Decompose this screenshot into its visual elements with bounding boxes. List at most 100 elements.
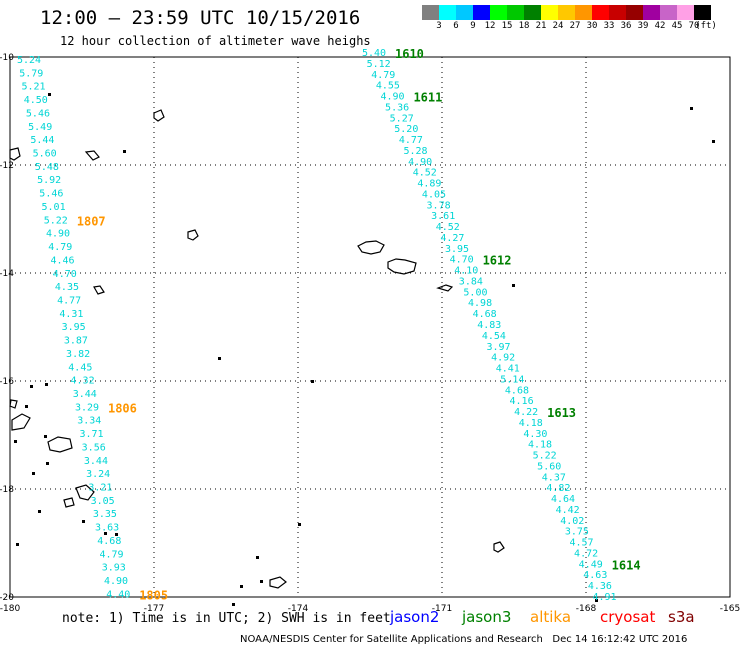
altimeter-tracks: 5.24 5.79 5.21 4.50 5.46 5.49 5.44 5.60 5.48 5.92… <box>17 47 641 603</box>
wave-height-value: 4.18 <box>519 418 543 429</box>
wave-height-value: 5.46 <box>39 189 63 200</box>
island-samoa-savaii <box>387 258 417 275</box>
island-dot <box>311 380 314 383</box>
legend-label: 21 <box>535 21 547 31</box>
legend-label: 12 <box>484 21 496 31</box>
wave-height-value: 4.64 <box>551 494 575 505</box>
satellite-legend-cryosat: cryosat <box>600 608 656 626</box>
legend-swatch <box>456 5 473 20</box>
island-tutuila <box>436 284 454 292</box>
wave-height-value: 4.02 <box>560 516 584 527</box>
wave-height-value: 4.57 <box>569 538 593 549</box>
wave-height-value: 5.40 <box>362 48 386 59</box>
wave-height-value: 4.46 <box>50 255 74 266</box>
wave-height-value: 4.35 <box>55 282 79 293</box>
satellite-legend-s3a: s3a <box>668 608 695 626</box>
wave-height-value: 4.91 <box>593 592 617 603</box>
wave-height-value: 5.27 <box>390 113 414 124</box>
legend-swatch <box>524 5 541 20</box>
island-wallis <box>187 229 199 241</box>
pass-time-label: 1614 <box>612 558 641 572</box>
wave-height-value: 4.50 <box>24 95 48 106</box>
wave-height-value: 5.00 <box>463 287 487 298</box>
island-dot <box>46 462 49 465</box>
legend-label: 33 <box>603 21 615 31</box>
wave-height-value: 4.89 <box>417 179 441 190</box>
island-dot <box>30 385 33 388</box>
wave-height-value: 4.70 <box>53 269 77 280</box>
legend-label: 15 <box>501 21 513 31</box>
wave-height-value: 4.82 <box>546 483 570 494</box>
longitude-tick-label: -177 <box>144 604 164 614</box>
island-dot <box>48 93 51 96</box>
wave-height-value: 4.90 <box>380 92 404 103</box>
wave-height-value: 3.05 <box>91 496 115 507</box>
wave-height-value: 4.77 <box>399 135 423 146</box>
wave-height-value: 3.34 <box>77 416 101 427</box>
legend-swatch <box>541 5 558 20</box>
legend-label: 39 <box>637 21 649 31</box>
island-dot <box>256 556 259 559</box>
wave-height-value: 5.21 <box>21 82 45 93</box>
wave-height-value: 4.40 <box>106 589 130 600</box>
wave-height-value: 4.22 <box>514 407 538 418</box>
longitude-tick-label: -171 <box>432 604 452 614</box>
island-f9 <box>9 399 18 409</box>
wave-height-value: 4.70 <box>450 255 474 266</box>
wave-height-value: 4.36 <box>588 581 612 592</box>
legend-label: 30 <box>586 21 598 31</box>
pass-time-label: 1610 <box>395 47 424 61</box>
island-dot <box>595 599 598 602</box>
wave-height-value: 4.68 <box>97 536 121 547</box>
island-dot <box>16 543 19 546</box>
wave-height-value: 5.36 <box>385 102 409 113</box>
satellite-legend-altika: altika <box>530 608 572 626</box>
pass-time-label: 1805 <box>139 588 168 602</box>
latitude-tick-label: -10 <box>0 53 14 63</box>
legend-swatch <box>660 5 677 20</box>
legend-label: 3 <box>436 21 442 31</box>
island-dot <box>298 523 301 526</box>
wave-height-value: 4.18 <box>528 440 552 451</box>
legend-label: 45 <box>671 21 683 31</box>
latitude-tick-label: -12 <box>0 161 14 171</box>
wave-height-value: 3.35 <box>93 509 117 520</box>
island-dot <box>123 150 126 153</box>
wave-height-value: 4.16 <box>510 396 534 407</box>
island-f4 <box>75 484 95 501</box>
latitude-tick-label: -18 <box>0 485 14 495</box>
legend-swatch <box>507 5 524 20</box>
island-f5 <box>63 497 75 508</box>
wave-height-value: 5.44 <box>30 135 54 146</box>
legend-label: 6 <box>453 21 459 31</box>
wave-height-value: 4.79 <box>100 549 124 560</box>
wave-height-value: 5.60 <box>537 461 561 472</box>
island-dot <box>32 472 35 475</box>
wave-height-value: 3.93 <box>102 563 126 574</box>
wave-height-value: 5.49 <box>28 122 52 133</box>
island-outlines <box>9 109 505 589</box>
legend-swatch <box>694 5 711 20</box>
longitude-tick-label: -165 <box>720 604 740 614</box>
wave-height-value: 3.95 <box>445 244 469 255</box>
wave-height-value: 4.90 <box>104 576 128 587</box>
island-dot <box>14 440 17 443</box>
credit-org: NOAA/NESDIS Center for Satellite Applica… <box>240 634 543 645</box>
wave-height-value: 4.05 <box>422 189 446 200</box>
track-altika: 5.24 5.79 5.21 4.50 5.46 5.49 5.44 5.60 5.48 5.92… <box>17 55 168 602</box>
island-dot <box>218 357 221 360</box>
wave-height-value: 5.22 <box>533 451 557 462</box>
wave-height-value: 4.92 <box>491 353 515 364</box>
longitude-tick-label: -174 <box>288 604 309 614</box>
legend-swatch <box>490 5 507 20</box>
legend-swatch <box>575 5 592 20</box>
latitude-tick-label: -16 <box>0 377 14 387</box>
wave-height-value: 3.44 <box>73 389 97 400</box>
wave-height-value: 3.97 <box>486 342 510 353</box>
island-dot <box>115 533 118 536</box>
island-dot <box>25 405 28 408</box>
legend-label: 9 <box>470 21 476 31</box>
wave-height-value: 5.01 <box>42 202 66 213</box>
wave-height-value: 3.63 <box>95 523 119 534</box>
wave-height-value: 3.78 <box>427 200 451 211</box>
